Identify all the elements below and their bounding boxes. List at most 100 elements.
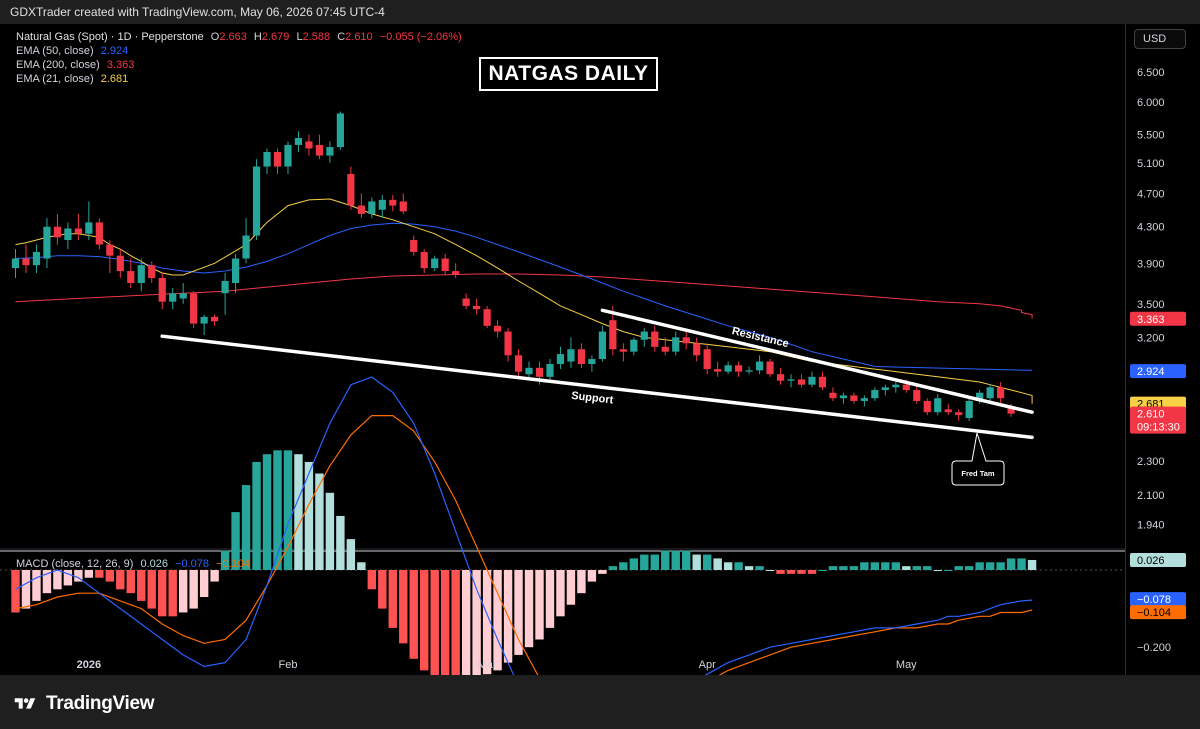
candle[interactable] — [672, 331, 680, 356]
candle[interactable] — [745, 366, 753, 375]
trendline-resistance[interactable] — [600, 308, 1034, 414]
legend-ema200[interactable]: EMA (200, close) 3.363 — [16, 59, 134, 71]
candle[interactable] — [378, 195, 386, 219]
candle[interactable] — [567, 337, 575, 368]
candle[interactable] — [315, 134, 324, 160]
candle[interactable] — [169, 288, 177, 310]
candle[interactable] — [305, 134, 313, 156]
candle[interactable] — [32, 244, 41, 274]
candle[interactable] — [787, 374, 795, 388]
candle[interactable] — [200, 314, 208, 336]
candle[interactable] — [190, 291, 198, 329]
candle[interactable] — [273, 148, 282, 175]
candle[interactable] — [892, 382, 900, 393]
candle[interactable] — [294, 131, 303, 152]
candle[interactable] — [776, 367, 785, 385]
trendline-support[interactable] — [160, 334, 1034, 440]
candle[interactable] — [619, 343, 627, 362]
candle[interactable] — [986, 384, 994, 401]
candle[interactable] — [661, 337, 669, 356]
candle[interactable] — [693, 337, 701, 362]
candle[interactable] — [860, 395, 868, 407]
candle[interactable] — [797, 374, 806, 388]
candle[interactable] — [588, 355, 596, 372]
tradingview-logo[interactable]: TradingView — [10, 693, 155, 715]
candle[interactable] — [389, 195, 397, 212]
candle[interactable] — [221, 273, 229, 315]
fred-tam-callout[interactable]: Fred Tam — [951, 432, 1005, 486]
candle[interactable] — [829, 387, 837, 401]
candle[interactable] — [420, 249, 428, 274]
candle[interactable] — [336, 111, 344, 150]
candle[interactable] — [651, 325, 659, 352]
candle[interactable] — [106, 240, 114, 274]
candle[interactable] — [955, 409, 963, 421]
candle[interactable] — [944, 403, 952, 416]
candle[interactable] — [913, 384, 921, 404]
candle[interactable] — [766, 359, 774, 377]
candle[interactable] — [231, 253, 240, 294]
candle[interactable] — [95, 218, 103, 250]
candle[interactable] — [326, 141, 334, 163]
candle[interactable] — [493, 320, 502, 338]
candle[interactable] — [703, 343, 711, 375]
candle[interactable] — [577, 343, 586, 368]
candle[interactable] — [504, 328, 512, 362]
candle[interactable] — [252, 159, 261, 241]
candle[interactable] — [965, 398, 973, 421]
candle[interactable] — [473, 298, 481, 315]
candle[interactable] — [514, 349, 523, 377]
candle[interactable] — [116, 249, 124, 278]
candle[interactable] — [368, 197, 376, 219]
candle[interactable] — [630, 337, 638, 356]
candle[interactable] — [410, 235, 418, 256]
candle[interactable] — [431, 255, 439, 272]
candle[interactable] — [934, 394, 942, 416]
candle[interactable] — [441, 253, 449, 275]
candle[interactable] — [148, 261, 156, 283]
candle[interactable] — [808, 371, 816, 388]
candle[interactable] — [74, 213, 82, 241]
candle[interactable] — [284, 141, 292, 175]
candle[interactable] — [483, 305, 491, 329]
legend-macd[interactable]: MACD (close, 12, 26, 9) 0.026 −0.078 −0.… — [16, 558, 250, 570]
candle[interactable] — [598, 325, 606, 362]
candle[interactable] — [735, 361, 743, 377]
candle[interactable] — [640, 328, 648, 347]
candle[interactable] — [43, 218, 51, 269]
candle[interactable] — [357, 193, 365, 219]
candle[interactable] — [263, 148, 271, 175]
candle[interactable] — [923, 398, 931, 416]
candle[interactable] — [755, 355, 764, 375]
candle[interactable] — [682, 331, 690, 350]
candle[interactable] — [179, 282, 187, 304]
candle[interactable] — [64, 222, 72, 250]
candle[interactable] — [137, 258, 145, 292]
candle[interactable] — [839, 392, 848, 404]
candle[interactable] — [127, 258, 135, 289]
candle[interactable] — [211, 314, 219, 326]
candle[interactable] — [881, 384, 889, 396]
candle[interactable] — [850, 392, 858, 404]
legend-symbol-line[interactable]: Natural Gas (Spot) · 1D · Pepperstone O2… — [16, 31, 462, 43]
candle[interactable] — [347, 166, 355, 210]
candle[interactable] — [724, 361, 732, 375]
candle[interactable] — [22, 244, 30, 274]
legend-ema21[interactable]: EMA (21, close) 2.681 — [16, 73, 128, 85]
candle[interactable] — [399, 193, 407, 214]
candle[interactable] — [546, 359, 554, 380]
candle[interactable] — [158, 273, 166, 310]
candle[interactable] — [997, 382, 1005, 404]
candle[interactable] — [242, 218, 250, 264]
candle[interactable] — [871, 387, 879, 401]
candle[interactable] — [452, 263, 460, 278]
candle[interactable] — [818, 371, 827, 391]
candle[interactable] — [85, 201, 93, 241]
candle[interactable] — [714, 361, 722, 377]
candle[interactable] — [556, 346, 565, 370]
candle[interactable] — [53, 213, 62, 245]
candle[interactable] — [462, 293, 470, 310]
currency-button[interactable]: USD — [1134, 29, 1186, 49]
legend-ema50[interactable]: EMA (50, close) 2.924 — [16, 45, 128, 57]
